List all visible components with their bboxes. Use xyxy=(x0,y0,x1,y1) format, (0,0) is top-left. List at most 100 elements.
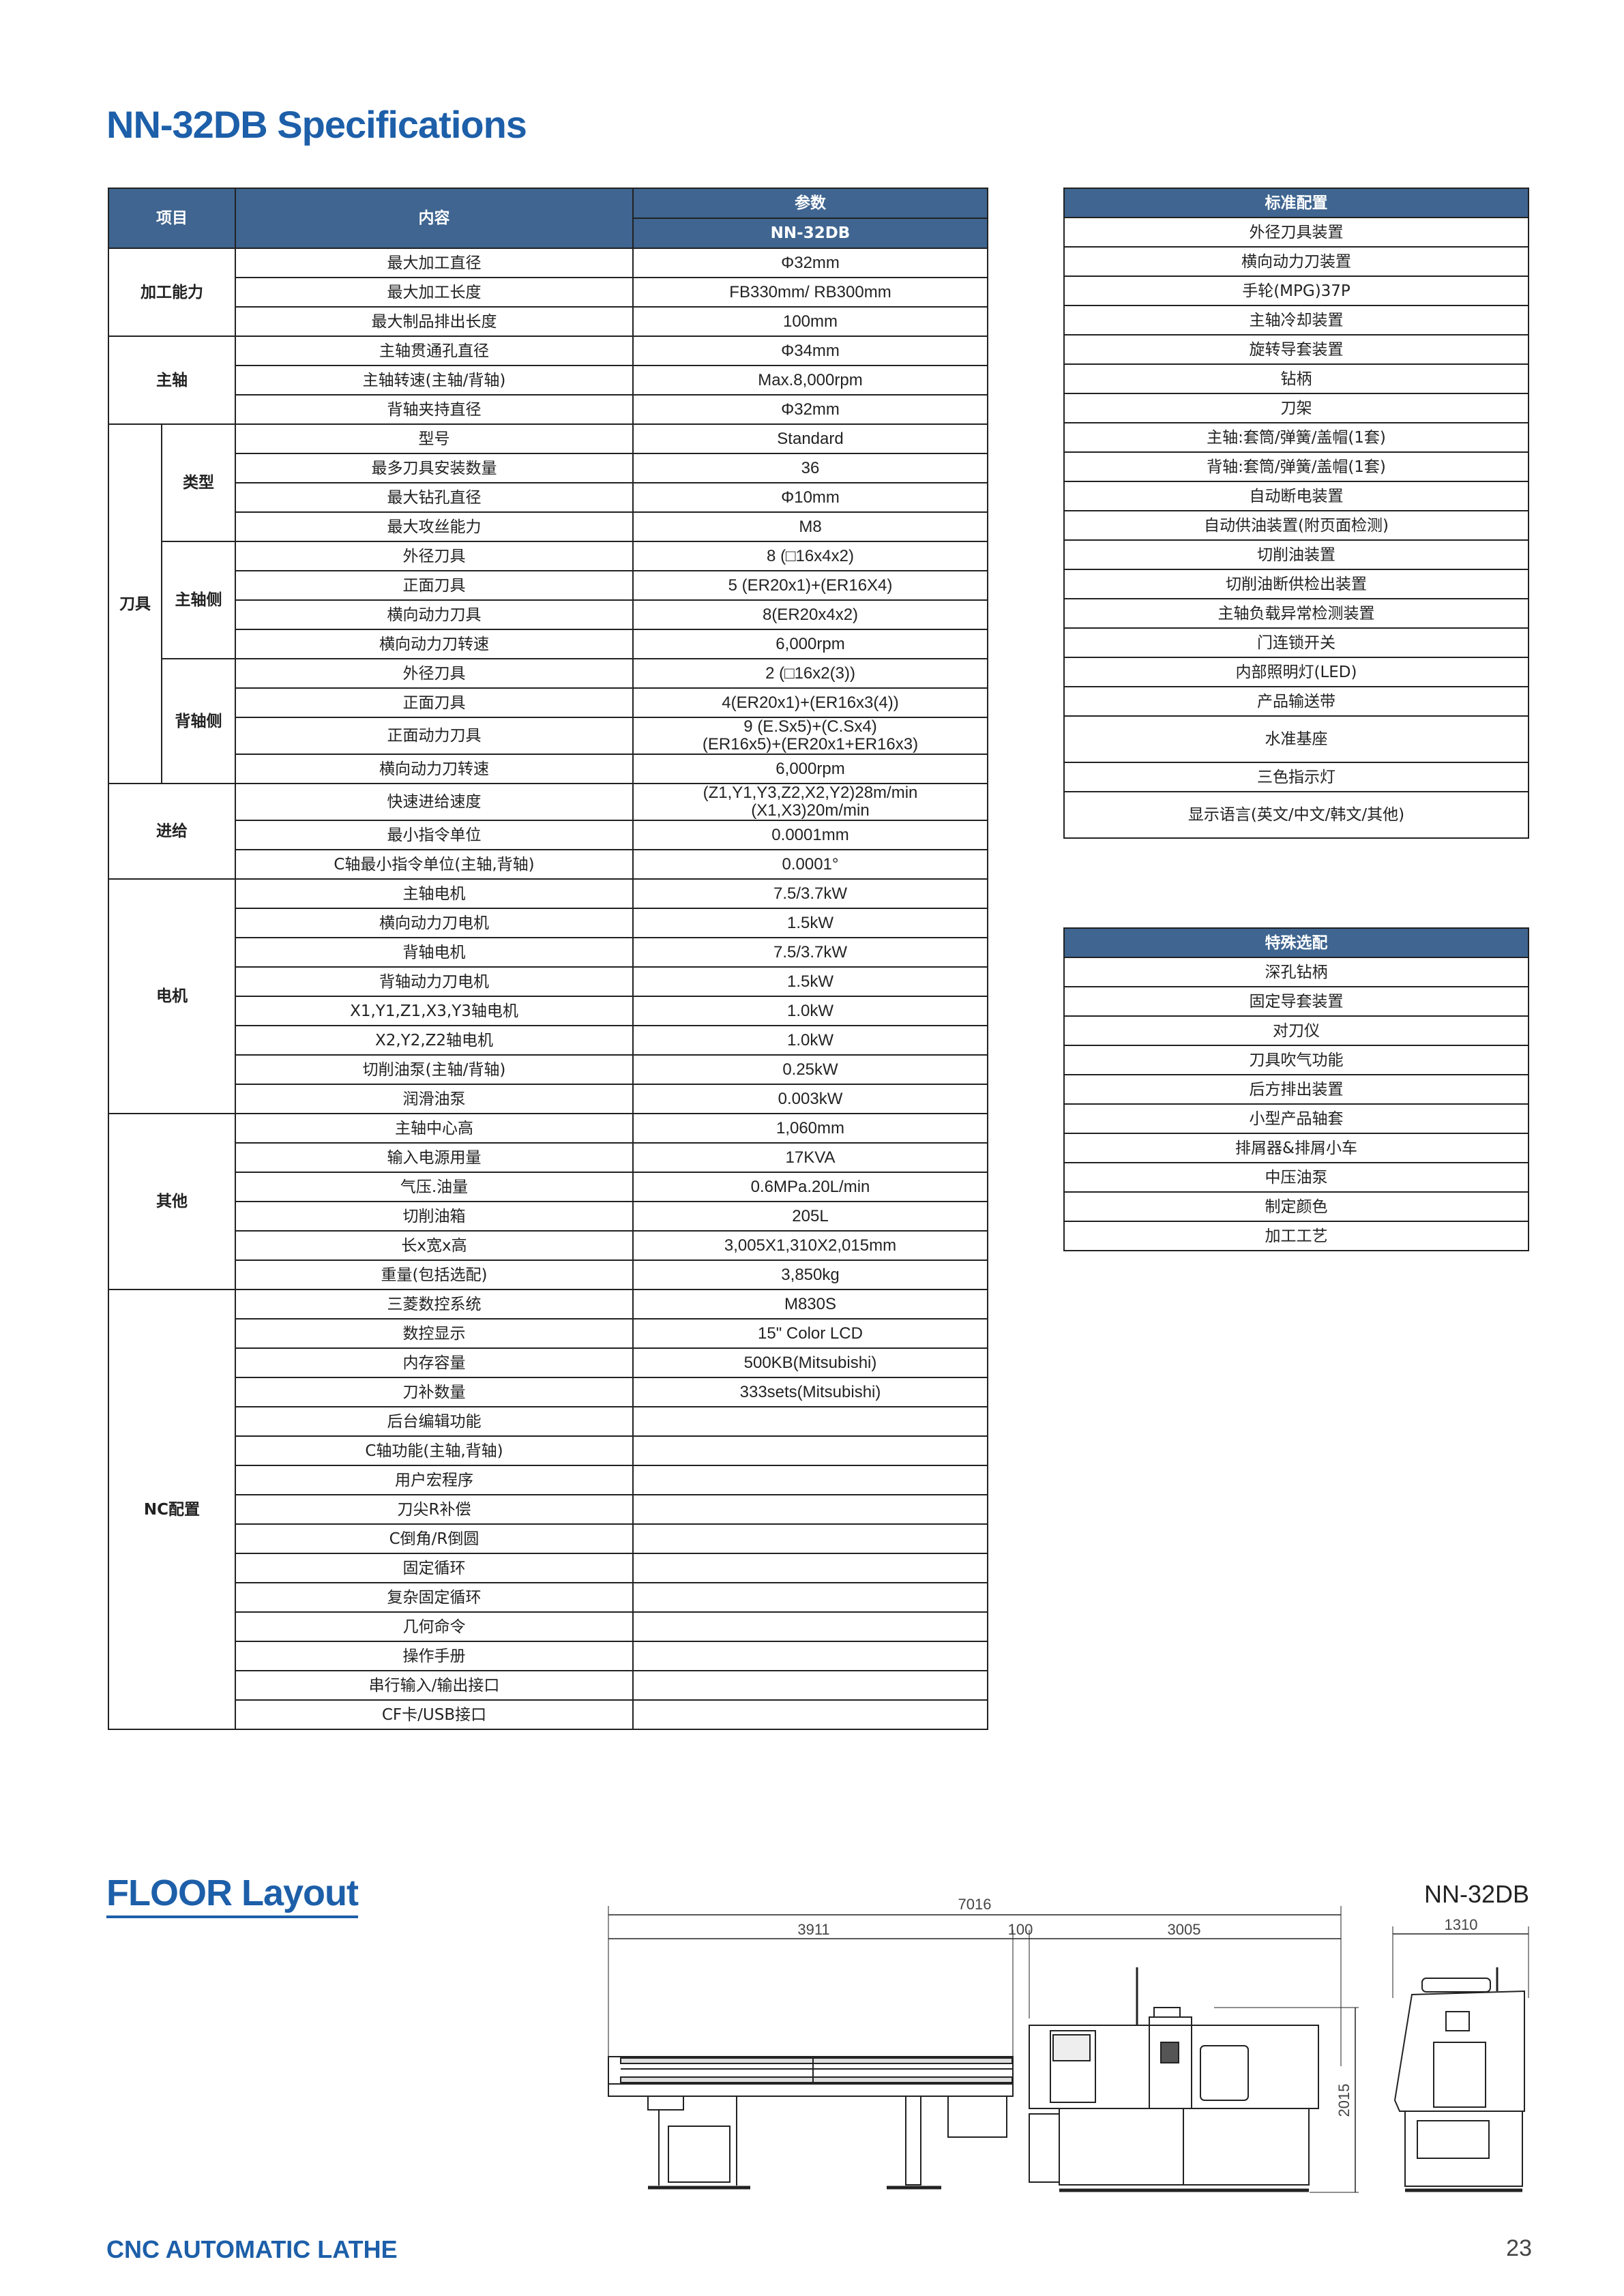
spec-name: 最大制品排出长度 xyxy=(235,306,634,337)
table-row: 正面刀具 5 (ER20x1)+(ER16X4) xyxy=(108,570,988,601)
spec-value: 2 (□16x2(3)) xyxy=(632,658,988,689)
list-item: 切削油装置 xyxy=(1063,539,1529,570)
spec-value: 0.0001mm xyxy=(632,820,988,850)
list-item: 显示语言(英文/中文/韩文/其他) xyxy=(1063,791,1529,839)
config-item: 主轴:套筒/弹簧/盖帽(1套) xyxy=(1063,422,1529,453)
svg-text:100: 100 xyxy=(1008,1921,1033,1938)
config-item: 手轮(MPG)37P xyxy=(1063,275,1529,306)
spec-name: 复杂固定循环 xyxy=(235,1582,634,1613)
table-row: X2,Y2,Z2轴电机 1.0kW xyxy=(108,1025,988,1056)
config-item: 刀架 xyxy=(1063,393,1529,423)
spec-name: 最大加工直径 xyxy=(235,248,634,278)
subgroup-label: 主轴侧 xyxy=(161,541,236,659)
table-row: 背轴夹持直径 Φ32mm xyxy=(108,394,988,425)
config-item: 外径刀具装置 xyxy=(1063,217,1529,248)
group-label: 电机 xyxy=(108,878,236,1114)
config-item: 对刀仪 xyxy=(1063,1015,1529,1046)
table-row: 复杂固定循环 xyxy=(108,1582,988,1613)
table-row: 背轴动力刀电机 1.5kW xyxy=(108,966,988,997)
spec-value: 205L xyxy=(632,1201,988,1232)
table-row: 最大加工长度 FB330mm/ RB300mm xyxy=(108,277,988,308)
spec-value: 0.003kW xyxy=(632,1084,988,1114)
floor-layout-title: FLOOR Layout xyxy=(106,1872,359,1918)
dimension-height: 2015 xyxy=(1214,2007,1359,2193)
table-row: 主轴 主轴贯通孔直径 Φ34mm xyxy=(108,336,988,425)
spec-value xyxy=(632,1553,988,1583)
spec-value: Φ32mm xyxy=(632,394,988,425)
list-item: 水准基座 xyxy=(1063,715,1529,763)
spec-name: 长x宽x高 xyxy=(235,1230,634,1261)
spec-value: 3,005X1,310X2,015mm xyxy=(632,1230,988,1261)
config-item: 显示语言(英文/中文/韩文/其他) xyxy=(1063,791,1529,839)
table-row: 切削油箱 205L xyxy=(108,1201,988,1232)
spec-value: Φ10mm xyxy=(632,482,988,513)
spec-value: 1.0kW xyxy=(632,1025,988,1056)
spec-name: 切削油泵(主轴/背轴) xyxy=(235,1054,634,1085)
header-params: 参数 xyxy=(632,188,988,219)
config-item: 自动断电装置 xyxy=(1063,481,1529,511)
table-row: 后台编辑功能 xyxy=(108,1406,988,1437)
table-row: 主轴转速(主轴/背轴) Max.8,000rpm xyxy=(108,365,988,396)
table-row: 最小指令单位 0.0001mm xyxy=(108,820,988,850)
table-row: 输入电源用量 17KVA xyxy=(108,1142,988,1173)
table-row: 正面动力刀具 9 (E.Sx5)+(C.Sx4) (ER16x5)+(ER20x1… xyxy=(108,717,988,755)
list-item: 手轮(MPG)37P xyxy=(1063,275,1529,306)
header-item: 项目 xyxy=(108,188,236,249)
group-label: 刀具 xyxy=(108,423,162,784)
spec-name: 用户宏程序 xyxy=(235,1465,634,1495)
spec-name: C轴最小指令单位(主轴,背轴) xyxy=(235,849,634,880)
table-row: 串行输入/输出接口 xyxy=(108,1670,988,1701)
spec-value: Max.8,000rpm xyxy=(632,365,988,396)
table-row: 长x宽x高 3,005X1,310X2,015mm xyxy=(108,1230,988,1261)
config-item: 门连锁开关 xyxy=(1063,627,1529,658)
config-item: 钻柄 xyxy=(1063,363,1529,394)
list-item: 门连锁开关 xyxy=(1063,627,1529,658)
table-row: 背轴电机 7.5/3.7kW xyxy=(108,937,988,968)
spec-value: FB330mm/ RB300mm xyxy=(632,277,988,308)
spec-name: 最大钻孔直径 xyxy=(235,482,634,513)
spec-name: 主轴电机 xyxy=(235,878,634,909)
machine-side-view-illustration xyxy=(1393,1967,1525,2192)
spec-table: 项目 内容 参数 NN-32DB 加工能力 最大加工直径 Φ32mm 最大加工长度 FB… xyxy=(108,188,988,1730)
config-item: 固定导套装置 xyxy=(1063,986,1529,1017)
spec-name: 横向动力刀转速 xyxy=(235,629,634,659)
list-item: 加工工艺 xyxy=(1063,1221,1529,1251)
spec-name: 重量(包括选配) xyxy=(235,1259,634,1290)
spec-value xyxy=(632,1611,988,1642)
table-row: NC配置 三菱数控系统 M830S xyxy=(108,1289,988,1730)
spec-value: 500KB(Mitsubishi) xyxy=(632,1347,988,1378)
subgroup-label: 类型 xyxy=(161,423,236,542)
config-item: 后方排出装置 xyxy=(1063,1074,1529,1105)
table-row: C轴最小指令单位(主轴,背轴) 0.0001° xyxy=(108,849,988,880)
spec-value: 7.5/3.7kW xyxy=(632,878,988,909)
spec-value: 8(ER20x4x2) xyxy=(632,599,988,630)
config-item: 深孔钻柄 xyxy=(1063,957,1529,987)
spec-name: 横向动力刀电机 xyxy=(235,908,634,938)
list-item: 内部照明灯(LED) xyxy=(1063,657,1529,687)
table-row: 数控显示 15" Color LCD xyxy=(108,1318,988,1349)
spec-name: 串行输入/输出接口 xyxy=(235,1670,634,1701)
spec-name: 切削油箱 xyxy=(235,1201,634,1232)
table-row: C倒角/R倒圆 xyxy=(108,1523,988,1554)
spec-name: 最多刀具安装数量 xyxy=(235,453,634,483)
table-row: 用户宏程序 xyxy=(108,1465,988,1495)
spec-name: 外径刀具 xyxy=(235,658,634,689)
header-model: NN-32DB xyxy=(632,218,988,249)
table-row: 主轴侧 外径刀具 8 (□16x4x2) xyxy=(108,541,988,659)
spec-name: C轴功能(主轴,背轴) xyxy=(235,1435,634,1466)
spec-name: 最大加工长度 xyxy=(235,277,634,308)
group-label: 主轴 xyxy=(108,336,236,425)
spec-value xyxy=(632,1641,988,1671)
table-row: 操作手册 xyxy=(108,1641,988,1671)
spec-value: 7.5/3.7kW xyxy=(632,937,988,968)
spec-name: 润滑油泵 xyxy=(235,1084,634,1114)
spec-name: X2,Y2,Z2轴电机 xyxy=(235,1025,634,1056)
group-label: 进给 xyxy=(108,783,236,880)
page-title: NN-32DB Specifications xyxy=(106,103,527,146)
table-row: 润滑油泵 0.003kW xyxy=(108,1084,988,1114)
table-row: C轴功能(主轴,背轴) xyxy=(108,1435,988,1466)
spec-value: Φ32mm xyxy=(632,248,988,278)
config-item: 主轴负载异常检测装置 xyxy=(1063,598,1529,629)
config-item: 主轴冷却装置 xyxy=(1063,305,1529,336)
header-content: 内容 xyxy=(235,188,634,249)
